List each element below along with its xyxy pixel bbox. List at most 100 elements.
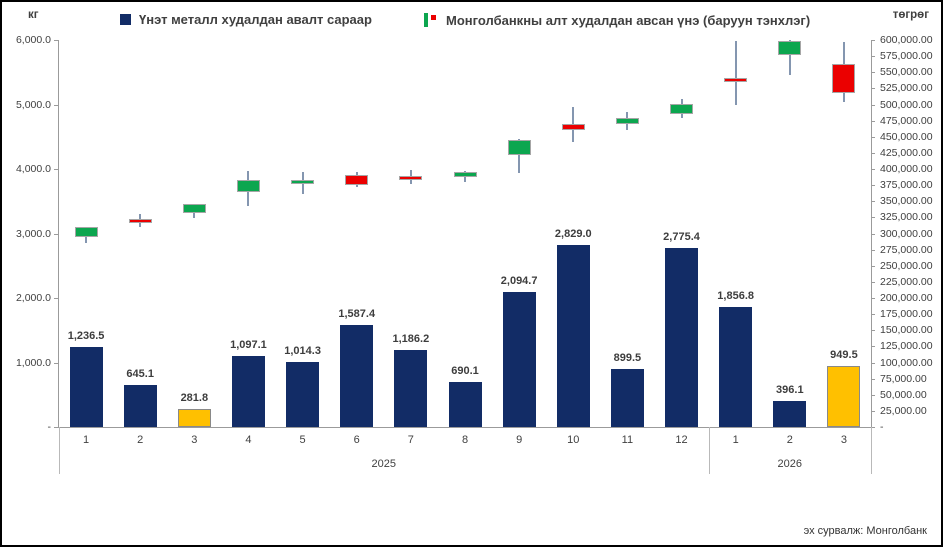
right-axis-tick-mark [871,217,875,219]
left-axis-tick: 1,000.0 [15,356,51,369]
right-axis-tick-mark [871,185,875,187]
year-group-divider [708,427,710,474]
right-axis-tick-mark [871,346,875,348]
right-axis-tick: 525,000.00 [880,82,933,95]
right-axis-tick: 425,000.00 [880,146,933,159]
right-axis-tick: 500,000.00 [880,98,933,111]
right-axis-tick: 475,000.00 [880,114,933,127]
year-label-2026: 2026 [777,458,803,470]
bar-2025-12 [665,247,699,427]
bar-value-label: 690.1 [451,365,479,378]
candle-2026-2-up [778,40,802,55]
month-label-2025-6: 6 [353,434,360,446]
month-label-2025-9: 9 [516,434,523,446]
left-axis-tick-mark [54,104,58,106]
right-axis-tick-mark [871,410,875,412]
right-axis-tick-mark [871,298,875,299]
left-axis-tick: 2,000.0 [15,292,51,304]
bar-value-label: 1,587.4 [338,307,376,320]
legend-item-candles: Монголбанкны алт худалдан авсан үнэ (бар… [422,12,810,28]
bar-2026-3 [827,365,861,427]
candle-2026-3-down [832,63,856,93]
month-label-2025-11: 11 [621,434,634,446]
right-axis-tick: 275,000.00 [880,243,933,256]
right-axis-tick-mark [871,201,875,203]
candle-2025-7-down [399,176,423,181]
bar-2025-11 [610,368,644,427]
bar-value-label: 1,097.1 [230,339,267,352]
right-axis-tick: 350,000.00 [880,195,933,208]
right-axis-tick: 375,000.00 [880,179,933,192]
right-axis-tick-mark [871,281,875,283]
left-axis-tick-mark [54,233,58,235]
candle-2025-3-up [182,203,206,213]
left-axis-tick: 5,000.0 [15,98,51,111]
right-axis-unit-label: төгрөг [892,9,929,21]
left-axis-unit-label: кг [28,9,39,21]
legend-label-candles: Монголбанкны алт худалдан авсан үнэ (бар… [446,12,811,28]
bar-2026-1 [719,307,753,427]
right-axis-tick-mark [871,152,875,154]
left-axis-tick-mark [54,298,58,299]
bar-value-label: 2,094.7 [500,274,538,287]
month-label-2025-12: 12 [675,434,688,446]
month-label-2025-1: 1 [83,434,90,446]
bar-series-swatch-icon [120,14,131,25]
candle-2025-9-up [507,139,531,155]
bar-2025-6 [340,324,374,427]
right-axis-tick-mark [871,104,875,106]
right-axis-tick-mark [871,169,875,170]
bar-value-label: 1,236.5 [67,330,105,343]
bar-value-label: 645.1 [126,368,154,381]
candlestick-series-icon [422,12,438,28]
legend-item-bars: Үнэт металл худалдан авалт сараар [120,12,372,27]
bar-value-label: 281.8 [180,391,209,404]
right-axis-tick: 100,000.00 [880,356,933,369]
bar-value-label: 949.5 [830,348,858,361]
bar-2025-10 [556,244,590,427]
legend-label-bars: Үнэт металл худалдан авалт сараар [139,12,372,27]
right-axis-tick: 200,000.00 [880,292,933,304]
bar-2025-4 [231,356,265,427]
bar-2025-8 [448,382,482,427]
month-label-2026-3: 3 [840,434,847,446]
right-axis-tick-mark [871,120,875,122]
bar-value-label: 899.5 [613,351,642,364]
right-axis-tick: 450,000.00 [880,130,933,143]
month-label-2025-10: 10 [567,434,580,446]
left-axis-tick-mark [54,169,58,170]
left-axis-tick: 4,000.0 [15,163,51,175]
month-label-2025-2: 2 [137,434,144,446]
right-axis-tick-mark [871,56,875,58]
candle-2025-10-down [561,123,585,131]
right-axis-tick-mark [871,330,875,332]
right-axis-tick-mark [871,265,875,267]
right-axis-tick: 125,000.00 [880,340,933,353]
right-axis-tick: 150,000.00 [880,324,933,337]
right-axis-tick-mark [871,40,875,41]
left-axis-tick-mark [54,427,58,428]
bar-value-label: 1,856.8 [717,290,755,303]
x-axis-line [59,427,871,428]
right-axis-tick: 400,000.00 [880,163,933,175]
bar-value-label: 2,829.0 [554,227,592,240]
candle-2025-6-down [345,174,369,186]
right-axis-tick-mark [871,233,875,235]
candle-2026-1-down [724,78,748,83]
right-axis-tick: 600,000.00 [880,34,933,46]
candle-2025-8-up [453,172,477,177]
candle-wick [734,41,737,106]
bar-2025-5 [286,361,320,427]
month-label-2025-8: 8 [461,434,469,446]
left-axis-tick-mark [54,362,58,364]
right-axis-tick: 325,000.00 [880,211,933,224]
bar-value-label: 1,014.3 [284,344,321,357]
bar-value-label: 1,186.2 [392,333,430,346]
candle-2025-12-up [670,103,694,115]
month-label-2025-7: 7 [407,434,414,446]
right-axis-tick-mark [871,427,875,428]
right-axis-tick-mark [871,72,875,74]
year-group-divider [871,427,872,474]
